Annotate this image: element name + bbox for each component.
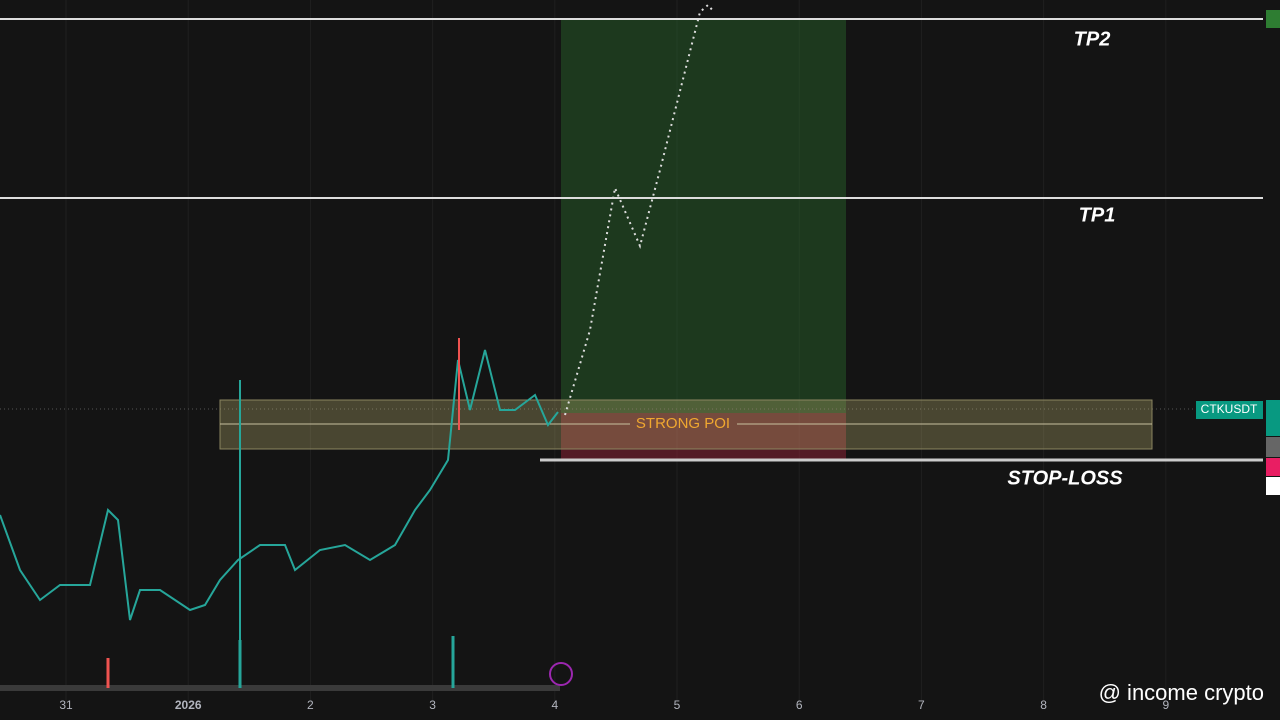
symbol-label: CTKUSDT xyxy=(1201,402,1258,416)
stop-loss-label: STOP-LOSS xyxy=(1007,467,1123,489)
x-tick-label: 8 xyxy=(1040,698,1047,712)
grid xyxy=(65,0,1167,705)
projection xyxy=(564,3,715,416)
price-path xyxy=(0,349,559,621)
x-tick-label: 7 xyxy=(918,698,925,712)
price-tag xyxy=(1266,400,1280,436)
target-zone xyxy=(561,19,846,413)
poi-label: STRONG POI xyxy=(636,415,730,432)
x-tick-label: 3 xyxy=(429,698,436,712)
x-tick-label: 6 xyxy=(796,698,803,712)
x-tick-label: 5 xyxy=(674,698,681,712)
watermark: @ income crypto xyxy=(1099,680,1264,705)
tp1-label: TP1 xyxy=(1079,204,1116,226)
x-tick-label: 2 xyxy=(307,698,314,712)
x-tick-label: 4 xyxy=(551,698,558,712)
price-tag xyxy=(1266,437,1280,457)
price-tag xyxy=(1266,458,1280,476)
symbol-badge xyxy=(1196,401,1263,419)
x-tick-label: 9 xyxy=(1162,698,1169,712)
event-icon[interactable] xyxy=(549,662,573,686)
tp2-label: TP2 xyxy=(1074,28,1111,50)
x-tick-label: 2026 xyxy=(175,698,202,712)
price-tag xyxy=(1266,10,1280,28)
x-axis: 31 2026 2 3 4 5 6 7 8 9 xyxy=(59,698,1169,712)
price-tag xyxy=(1266,477,1280,495)
risk-zone xyxy=(561,413,846,460)
x-tick-label: 31 xyxy=(59,698,73,712)
